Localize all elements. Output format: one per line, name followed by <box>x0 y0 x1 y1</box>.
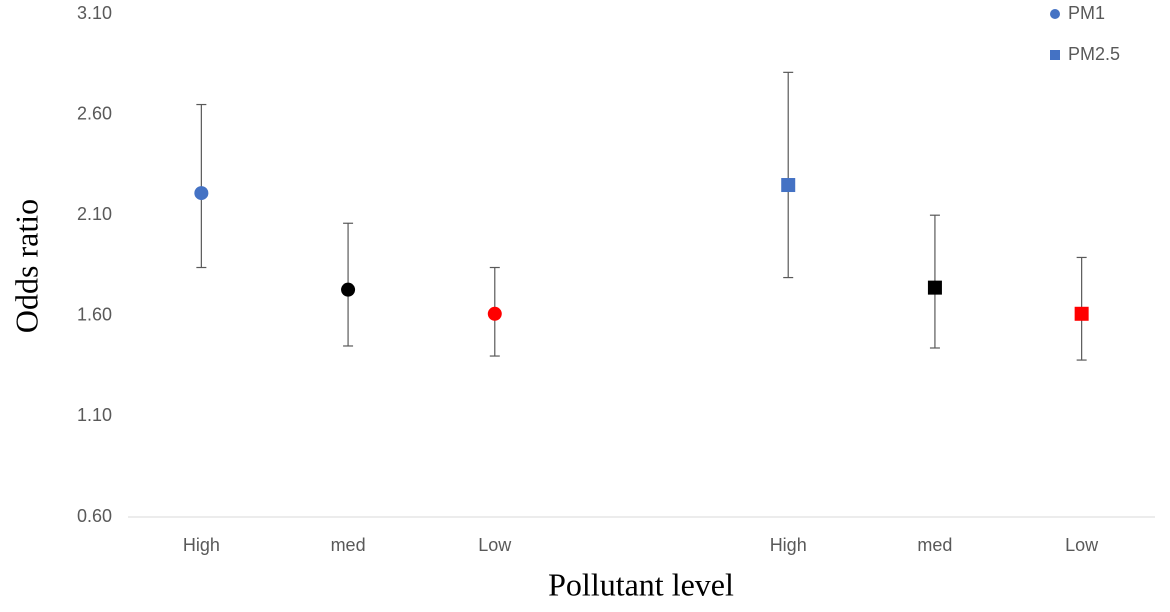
legend-label: PM1 <box>1068 3 1105 23</box>
x-tick-label: med <box>917 535 952 555</box>
y-tick-label: 2.10 <box>77 204 112 224</box>
y-axis-title: Odds ratio <box>8 199 44 333</box>
y-tick-label: 1.10 <box>77 405 112 425</box>
y-tick-label: 0.60 <box>77 506 112 526</box>
x-tick-label: High <box>183 535 220 555</box>
marker <box>194 186 209 201</box>
legend-marker <box>1050 50 1060 60</box>
marker <box>341 282 356 297</box>
y-tick-label: 3.10 <box>77 3 112 23</box>
x-tick-label: Low <box>478 535 512 555</box>
x-tick-label: Low <box>1065 535 1099 555</box>
x-tick-label: med <box>331 535 366 555</box>
y-tick-label: 1.60 <box>77 305 112 325</box>
marker <box>781 178 796 193</box>
y-tick-label: 2.60 <box>77 103 112 123</box>
legend-marker <box>1050 9 1060 19</box>
x-axis-title: Pollutant level <box>548 566 734 602</box>
marker <box>927 280 942 295</box>
marker <box>487 306 502 321</box>
marker <box>1074 306 1089 321</box>
legend-label: PM2.5 <box>1068 44 1120 64</box>
x-tick-label: High <box>770 535 807 555</box>
